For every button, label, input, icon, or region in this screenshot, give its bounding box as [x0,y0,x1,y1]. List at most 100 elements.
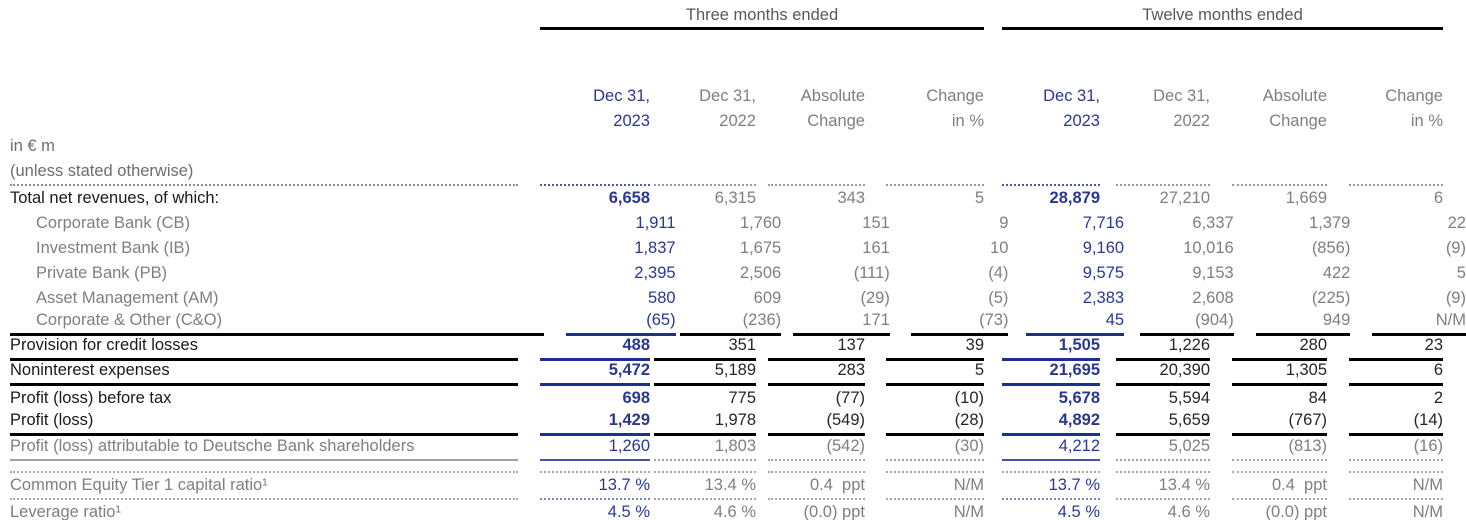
cell-col3: (542) [768,434,865,461]
table-row: Provision for credit losses 488 351 137 39 1,… [10,336,1466,361]
cell-col3: (111) [853,264,890,282]
cell-col2: 609 [753,289,782,307]
cell-col3: (29) [860,289,890,307]
cell-col8: 22 [1447,214,1466,232]
cell-col5: 28,879 [1049,189,1100,207]
table-row: Noninterest expenses 5,472 5,189 283 5 21,695… [10,361,1466,386]
cell-col7: (767) [1232,408,1327,436]
cell-col3: 283 [768,358,865,386]
table-row: Asset Management (AM) 580 609 (29) (5) 2,383 2… [10,286,1466,311]
column-header: Absolute Change [768,34,865,186]
group-twelve-months: Twelve months ended [1002,6,1443,30]
row-label: Asset Management (AM) [36,289,219,307]
table-row: Total net revenues, of which: 6,658 6,315 3… [10,186,1466,211]
row-label: Noninterest expenses [10,358,518,386]
table-row: Corporate & Other (C&O) (65) (236) 171 (73) 4… [10,311,1466,336]
cell-col3: (0.0) ppt [803,503,865,520]
cell-col1: 580 [648,289,676,307]
cell-col1: 698 [622,389,650,407]
cell-col2: 13.4 % [654,471,756,500]
cell-col8: (16) [1349,434,1443,461]
cell-col4: N/M [886,471,984,500]
cell-col7: (856) [1311,239,1351,257]
column-header: Dec 31, 2023 [540,34,650,186]
cell-col4: 9 [999,214,1009,232]
cell-col4: (10) [954,389,984,407]
cell-col3: 137 [768,333,865,361]
cell-col8: N/M [1412,503,1443,520]
cell-col4: 10 [990,239,1009,257]
cell-col2: 2,506 [739,264,782,282]
row-label: Provision for credit losses [10,333,518,361]
cell-col7: 422 [1322,264,1351,282]
cell-col5: 7,716 [1082,214,1125,232]
cell-col1: 13.7 % [540,471,650,500]
cell-col1: 1,260 [540,434,650,461]
column-header: Change in % [1349,34,1443,186]
cell-col4: 39 [886,333,984,361]
cell-col4: (28) [886,408,984,436]
cell-col5: 9,160 [1082,239,1125,257]
cell-col3: 161 [862,239,890,257]
row-label: Profit (loss) [10,408,518,436]
period-group-header: Three months ended Twelve months ended [10,6,1466,30]
cell-col2: 4.6 % [713,503,756,520]
column-header: Dec 31, 2022 [1116,34,1210,186]
cell-col8: 2 [1433,389,1443,407]
cell-col5: 1,505 [1002,333,1100,361]
cell-col6: 13.4 % [1116,471,1210,500]
cell-col1: 1,837 [634,239,676,257]
cell-col6: (904) [1140,308,1234,336]
cell-col1: 488 [540,333,650,361]
row-label: Profit (loss) before tax [10,389,172,407]
cell-col7: (0.0) ppt [1265,503,1327,520]
column-header: Absolute Change [1232,34,1327,186]
row-label: Leverage ratio¹ [10,503,121,520]
column-header: Dec 31, 2022 [654,34,756,186]
cell-col8: (9) [1445,289,1466,307]
cell-col2: 1,803 [654,434,756,461]
column-header-row: in € m (unless stated otherwise) Dec 31,… [10,34,1466,186]
unit-label: in € m (unless stated otherwise) [10,134,518,186]
cell-col7: 280 [1232,333,1327,361]
cell-col2: 1,760 [739,214,782,232]
cell-col8: 5 [1456,264,1466,282]
cell-col7: 1,669 [1285,189,1327,207]
cell-col2: 1,675 [739,239,782,257]
table-body: Total net revenues, of which: 6,658 6,315 3… [10,186,1466,520]
cell-col5: 2,383 [1082,289,1125,307]
group-three-months: Three months ended [540,6,984,30]
row-label: Private Bank (PB) [36,264,168,282]
cell-col1: 6,658 [608,189,650,207]
cell-col3: 343 [837,189,865,207]
cell-col8: 6 [1433,189,1443,207]
unit-label-line1: in € m [10,137,55,155]
unit-label-line2: (unless stated otherwise) [10,162,194,180]
cell-col2: (236) [679,308,782,336]
row-label: Investment Bank (IB) [36,239,191,257]
cell-col6: 6,337 [1192,214,1234,232]
cell-col5: 4,212 [1002,434,1100,461]
cell-col3: 151 [862,214,890,232]
cell-col5: 45 [1026,308,1125,336]
cell-col2: 1,978 [654,408,756,436]
cell-col4: 5 [886,358,984,386]
cell-col6: 5,659 [1116,408,1210,436]
row-label: Corporate Bank (CB) [36,214,191,232]
cell-col5: 13.7 % [1002,471,1100,500]
cell-col7: 0.4 ppt [1232,471,1327,500]
cell-col3: (77) [835,389,865,407]
cell-col6: 10,016 [1183,239,1234,257]
cell-col8: (14) [1349,408,1443,436]
cell-col6: 27,210 [1159,189,1210,207]
column-header: Change in % [886,34,984,186]
row-label: Total net revenues, of which: [10,189,220,207]
cell-col1: 4.5 % [607,503,650,520]
table-row: Profit (loss) 1,429 1,978 (549) (28) 4,892 5,6… [10,411,1466,436]
cell-col1: 1,429 [540,408,650,436]
cell-col5: 4.5 % [1057,503,1100,520]
cell-col8: (9) [1445,239,1466,257]
cell-col2: 6,315 [714,189,756,207]
cell-col8: 6 [1349,358,1443,386]
row-label: Common Equity Tier 1 capital ratio¹ [10,471,518,500]
